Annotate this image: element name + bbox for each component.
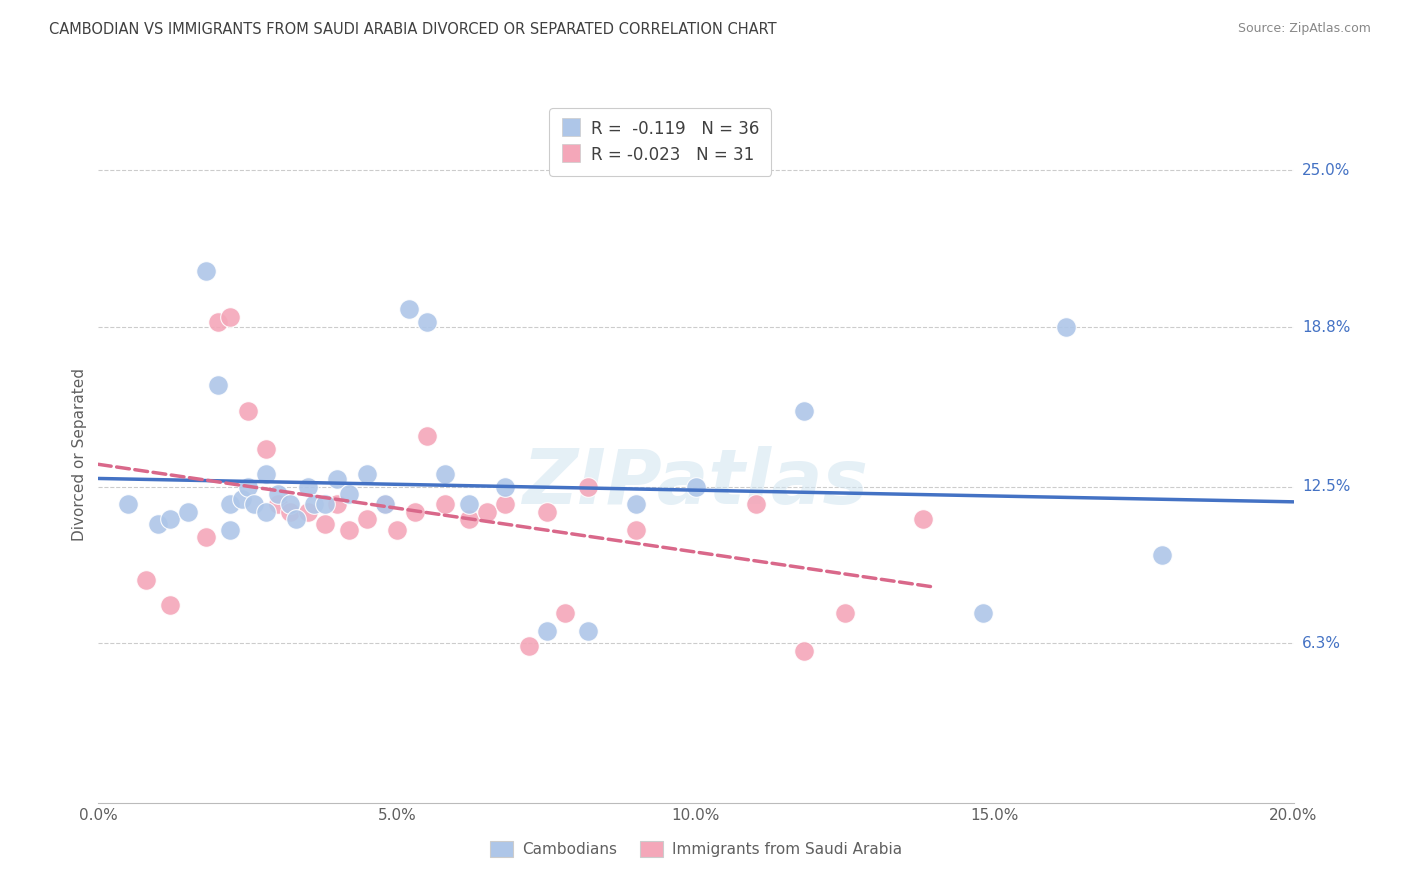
Point <box>117 497 139 511</box>
Point <box>494 479 516 493</box>
Text: 18.8%: 18.8% <box>1302 319 1350 334</box>
Point <box>554 606 576 620</box>
Y-axis label: Divorced or Separated: Divorced or Separated <box>72 368 87 541</box>
Point <box>177 505 200 519</box>
Point <box>326 497 349 511</box>
Point <box>972 606 994 620</box>
Point <box>458 512 481 526</box>
Point <box>243 497 266 511</box>
Point <box>219 497 242 511</box>
Point <box>267 487 290 501</box>
Point <box>159 599 181 613</box>
Point <box>356 512 378 526</box>
Point <box>236 403 259 417</box>
Point <box>254 467 277 481</box>
Point <box>278 497 301 511</box>
Point <box>326 472 349 486</box>
Point <box>195 530 218 544</box>
Point <box>297 505 319 519</box>
Point <box>135 573 157 587</box>
Point <box>494 497 516 511</box>
Text: 6.3%: 6.3% <box>1302 636 1341 651</box>
Legend: Cambodians, Immigrants from Saudi Arabia: Cambodians, Immigrants from Saudi Arabia <box>482 833 910 864</box>
Point <box>207 378 229 392</box>
Point <box>207 315 229 329</box>
Point <box>834 606 856 620</box>
Point <box>398 302 420 317</box>
Point <box>302 497 325 511</box>
Point <box>475 505 498 519</box>
Point <box>578 624 600 638</box>
Point <box>1152 548 1174 562</box>
Text: 25.0%: 25.0% <box>1302 163 1350 178</box>
Point <box>434 497 457 511</box>
Point <box>339 523 361 537</box>
Point <box>297 479 319 493</box>
Point <box>278 505 301 519</box>
Text: 12.5%: 12.5% <box>1302 479 1350 494</box>
Point <box>374 497 396 511</box>
Point <box>195 264 218 278</box>
Point <box>315 497 337 511</box>
Point <box>236 479 259 493</box>
Point <box>1056 320 1078 334</box>
Point <box>626 523 648 537</box>
Point <box>416 315 439 329</box>
Point <box>374 497 396 511</box>
Point <box>745 497 768 511</box>
Point <box>536 624 558 638</box>
Point <box>416 429 439 443</box>
Text: ZIPatlas: ZIPatlas <box>523 446 869 520</box>
Point <box>404 505 426 519</box>
Point <box>148 517 170 532</box>
Point <box>458 497 481 511</box>
Point <box>267 497 290 511</box>
Point <box>536 505 558 519</box>
Text: Source: ZipAtlas.com: Source: ZipAtlas.com <box>1237 22 1371 36</box>
Point <box>356 467 378 481</box>
Point <box>434 467 457 481</box>
Point <box>219 310 242 324</box>
Point <box>685 479 707 493</box>
Point <box>912 512 935 526</box>
Point <box>626 497 648 511</box>
Point <box>159 512 181 526</box>
Point <box>385 523 409 537</box>
Point <box>284 512 307 526</box>
Point <box>578 479 600 493</box>
Point <box>793 403 815 417</box>
Point <box>231 492 253 507</box>
Point <box>315 517 337 532</box>
Text: CAMBODIAN VS IMMIGRANTS FROM SAUDI ARABIA DIVORCED OR SEPARATED CORRELATION CHAR: CAMBODIAN VS IMMIGRANTS FROM SAUDI ARABI… <box>49 22 778 37</box>
Point <box>254 442 277 456</box>
Point <box>339 487 361 501</box>
Point <box>517 639 540 653</box>
Point <box>219 523 242 537</box>
Point <box>254 505 277 519</box>
Point <box>793 644 815 658</box>
